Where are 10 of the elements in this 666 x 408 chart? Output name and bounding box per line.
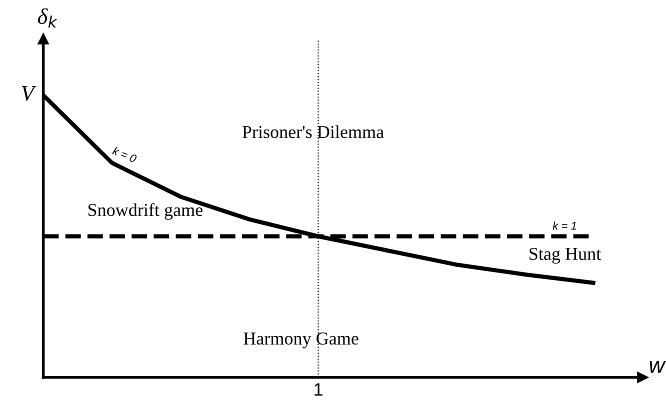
annotation: Prisoner's Dilemma xyxy=(242,125,384,138)
text: 1 xyxy=(314,383,322,396)
text: V xyxy=(22,86,36,101)
annotation: k = 0 xyxy=(112,146,138,163)
annotation: Snowdrift game xyxy=(88,203,202,220)
x-axis-title: w xyxy=(650,361,666,373)
annotation: Harmony Game xyxy=(244,332,358,348)
annotation: k = 1 xyxy=(552,222,576,230)
y-axis-title: δ$_{k}$ xyxy=(38,8,58,28)
annotation: Stag Hunt xyxy=(530,248,602,264)
